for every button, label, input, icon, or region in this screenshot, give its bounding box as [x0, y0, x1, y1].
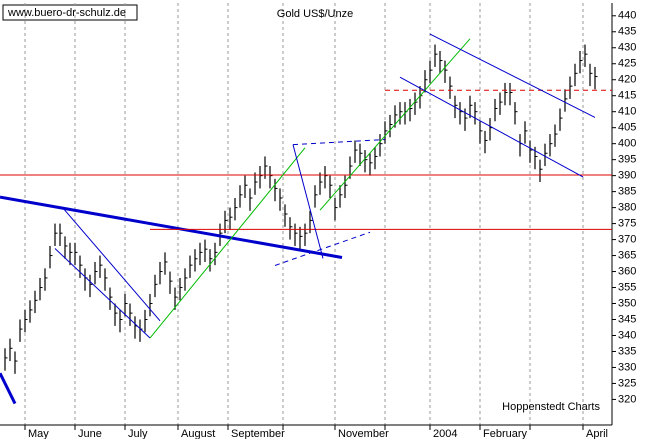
y-tick-label: 440	[618, 10, 636, 22]
x-tick-label: November	[338, 428, 389, 439]
trend-line	[292, 144, 324, 259]
y-tick-label: 385	[618, 186, 636, 198]
chart-title: Gold US$/Unze	[277, 8, 353, 20]
y-tick-label: 325	[618, 377, 636, 389]
x-tick-label: July	[128, 428, 148, 439]
trend-line	[292, 139, 386, 146]
y-tick-label: 365	[618, 249, 636, 261]
x-tick-label: 2004	[433, 428, 457, 439]
source-url: www.buero-dr-schulz.de	[7, 7, 126, 19]
x-tick-label: June	[78, 428, 102, 439]
y-tick-label: 320	[618, 393, 636, 405]
y-tick-label: 430	[618, 42, 636, 54]
x-tick-label: September	[231, 428, 285, 439]
y-tick-label: 350	[618, 297, 636, 309]
y-tick-label: 405	[618, 122, 636, 134]
y-tick-label: 380	[618, 202, 636, 214]
y-tick-label: 355	[618, 281, 636, 293]
x-tick-label: February	[483, 428, 528, 439]
trend-line	[429, 33, 596, 118]
y-tick-label: 435	[618, 26, 636, 38]
y-tick-label: 410	[618, 106, 636, 118]
y-tick-label: 370	[618, 233, 636, 245]
y-tick-label: 330	[618, 361, 636, 373]
x-tick-label: April	[586, 428, 608, 439]
y-tick-label: 390	[618, 170, 636, 182]
trend-line	[61, 206, 161, 322]
source-box	[2, 4, 138, 21]
credit: Hoppenstedt Charts	[502, 401, 600, 413]
y-tick-label: 345	[618, 313, 636, 325]
trend-line	[149, 147, 306, 339]
y-tick-label: 375	[618, 217, 636, 229]
trend-line	[0, 195, 343, 259]
trend-line	[399, 76, 584, 178]
trend-line	[274, 231, 371, 266]
trend-line	[54, 248, 151, 339]
y-tick-label: 425	[618, 58, 636, 70]
y-tick-label: 395	[618, 154, 636, 166]
y-tick-label: 400	[618, 138, 636, 150]
y-tick-label: 335	[618, 345, 636, 357]
x-tick-label: May	[28, 428, 49, 439]
trend-line	[0, 372, 17, 405]
y-tick-label: 420	[618, 74, 636, 86]
y-tick-label: 360	[618, 265, 636, 277]
trend-line	[319, 38, 471, 211]
y-tick-label: 415	[618, 90, 636, 102]
y-tick-label: 340	[618, 329, 636, 341]
x-tick-label: August	[181, 428, 215, 439]
